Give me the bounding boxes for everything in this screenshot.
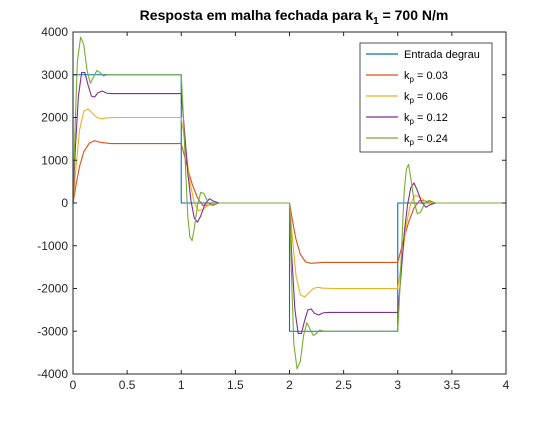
y-tick-label-6: 2000 <box>41 111 68 125</box>
legend-box <box>359 42 493 153</box>
x-tick-label-3: 1.5 <box>227 378 244 392</box>
legend-label-4: kp = 0.24 <box>404 133 448 147</box>
x-tick-label-7: 3.5 <box>444 378 461 392</box>
x-tick-label-5: 2.5 <box>335 378 352 392</box>
x-tick-label-4: 2 <box>286 378 293 392</box>
series-line-4 <box>72 36 506 370</box>
x-tick-label-8: 4 <box>503 378 510 392</box>
y-tick-label-0: -4000 <box>37 367 68 381</box>
x-tick-label-2: 1 <box>178 378 185 392</box>
tick-labels: 0 0.5 1 1.5 2 2.5 3 3.5 4 -4000 -3000 -2000 -1000 0 10… <box>37 25 509 392</box>
y-tick-label-8: 4000 <box>41 25 68 39</box>
x-tick-label-6: 3 <box>394 378 401 392</box>
y-tick-label-7: 3000 <box>41 68 68 82</box>
legend-label-0: Entrada degrau <box>404 49 480 61</box>
chart-title: Resposta em malha fechada para k1 = 700 … <box>140 7 449 27</box>
tick-marks <box>72 31 507 375</box>
x-tick-label-0: 0 <box>70 378 77 392</box>
legend-label-3: kp = 0.12 <box>404 112 448 126</box>
series-layer <box>72 36 506 370</box>
y-tick-label-3: -1000 <box>37 239 68 253</box>
legend-label-2: kp = 0.06 <box>404 91 448 105</box>
y-tick-label-5: 1000 <box>41 153 68 167</box>
y-tick-label-4: 0 <box>61 196 68 210</box>
legend-items: Entrada degrau kp = 0.03 kp = 0.06 kp = 0.1… <box>366 49 480 147</box>
legend: Entrada degrau kp = 0.03 kp = 0.06 kp = 0.1… <box>359 42 493 153</box>
y-tick-label-1: -3000 <box>37 324 68 338</box>
x-tick-label-1: 0.5 <box>119 378 136 392</box>
y-tick-label-2: -2000 <box>37 282 68 296</box>
legend-label-1: kp = 0.03 <box>404 70 448 84</box>
